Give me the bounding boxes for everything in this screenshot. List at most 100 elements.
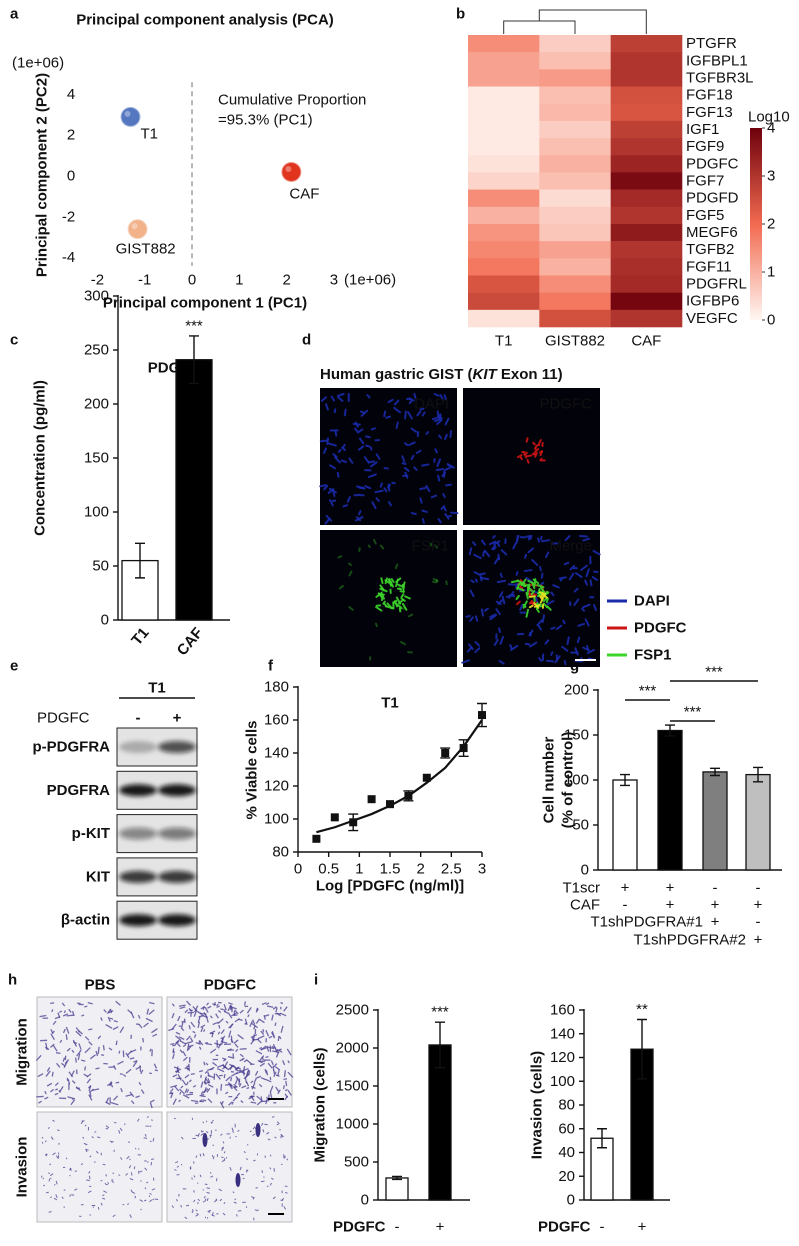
x-tick-label: 1: [235, 271, 243, 288]
cell-stain: [74, 1057, 77, 1063]
cell-stain: [131, 1191, 136, 1194]
image-label: FSP1: [411, 538, 449, 555]
cell-signal: [531, 558, 539, 566]
cell-stain: [115, 1081, 120, 1084]
significance: **: [636, 1001, 648, 1018]
cell-stain: [175, 1035, 182, 1041]
cell-stain: [138, 1081, 142, 1086]
cell-stain: [245, 1158, 249, 1160]
cell-signal: [563, 660, 567, 666]
cell-stain: [108, 1010, 114, 1014]
cell-stain: [84, 1036, 90, 1041]
cell-signal: [586, 644, 590, 651]
bar: [745, 773, 771, 871]
cell-stain: [88, 1175, 91, 1180]
bar: [657, 729, 683, 871]
cell-stain: [39, 1014, 47, 1018]
cell-stain: [53, 1183, 56, 1186]
cell-stain: [206, 1197, 209, 1202]
point: [422, 773, 431, 782]
cell-signal: [515, 594, 520, 600]
cell-signal: [500, 549, 508, 556]
heatmap-cell: [468, 138, 540, 156]
cell-stain: [250, 1080, 254, 1084]
cell-stain: [84, 1005, 88, 1008]
cell-signal: [493, 540, 501, 546]
cell-signal: [395, 421, 399, 429]
cell-signal: [580, 564, 588, 572]
cell-stain: [139, 1199, 144, 1202]
cell-stain: [274, 1136, 277, 1139]
point: [404, 791, 413, 800]
cell-stain: [195, 1041, 201, 1045]
cell-signal: [586, 648, 595, 655]
cell-stain: [272, 1006, 277, 1010]
cell-signal: [434, 448, 438, 454]
cell-stain: [101, 1197, 106, 1200]
cell-stain: [67, 1096, 74, 1100]
cell-stain: [273, 1063, 278, 1068]
cell-stain: [73, 1041, 78, 1045]
cell-signal: [574, 660, 583, 663]
cell-signal: [498, 660, 505, 665]
cell-stain: [193, 1034, 197, 1038]
cell-stain: [120, 1157, 123, 1161]
cell-stain: [172, 1098, 177, 1106]
cell-stain: [209, 1015, 213, 1019]
cell-stain: [209, 1030, 216, 1035]
cell-stain: [69, 1167, 72, 1171]
blot-band: [158, 914, 196, 927]
x-axis-label: Principal component 1 (PC1): [103, 295, 307, 312]
point-highlight: [124, 110, 131, 117]
point: [367, 795, 376, 804]
cell-signal: [413, 466, 418, 471]
cell-stain: [250, 1085, 256, 1089]
condition-value: +: [711, 914, 720, 931]
heatmap-cell: [539, 241, 611, 259]
cell-signal: [534, 448, 540, 453]
cell-stain: [144, 1199, 147, 1202]
cell-stain: [41, 1136, 44, 1139]
cell-stain: [239, 1048, 247, 1050]
cell-stain: [230, 1077, 233, 1082]
point-label: GIST882: [116, 241, 176, 258]
cell-stain: [49, 1173, 54, 1177]
cell-stain: [260, 1045, 267, 1051]
heatmap-cell: [610, 223, 683, 242]
cell-signal: [514, 582, 519, 589]
cell-signal: [375, 497, 380, 502]
cell-stain: [92, 1088, 100, 1091]
cell-signal: [367, 473, 377, 478]
cell-signal: [404, 410, 407, 420]
cell-signal: [523, 569, 533, 572]
cell-signal: [540, 572, 544, 579]
point-highlight: [285, 165, 292, 172]
cell-stain: [212, 1156, 215, 1160]
cell-signal: [333, 408, 337, 414]
axis-multiplier: (1e+06): [344, 272, 396, 289]
cell-stain: [232, 1191, 235, 1194]
cell-signal: [472, 541, 477, 547]
chart-title: T1: [381, 695, 399, 712]
cell-signal: [493, 556, 500, 565]
bar: [385, 1177, 409, 1201]
cell-signal: [519, 456, 523, 461]
cell-stain: [216, 1005, 220, 1008]
cell-signal: [493, 638, 499, 647]
cell-stain: [202, 1121, 204, 1124]
cell-stain: [207, 1210, 212, 1212]
cell-stain: [88, 1094, 93, 1101]
cell-signal: [334, 456, 341, 464]
cell-signal: [401, 455, 406, 463]
cell-stain: [94, 1131, 97, 1133]
cell-signal: [524, 642, 531, 646]
cell-signal: [488, 540, 497, 546]
cell-stain: [204, 1006, 209, 1013]
cell-stain: [217, 1010, 222, 1013]
cell-stain: [61, 1062, 66, 1067]
cell-stain: [235, 1173, 241, 1187]
cell-stain: [118, 1050, 121, 1054]
x-axis-label: Log [PDGFC (ng/ml)]: [316, 878, 464, 895]
y-tick-label: 250: [84, 342, 109, 359]
cell-stain: [191, 1211, 194, 1214]
